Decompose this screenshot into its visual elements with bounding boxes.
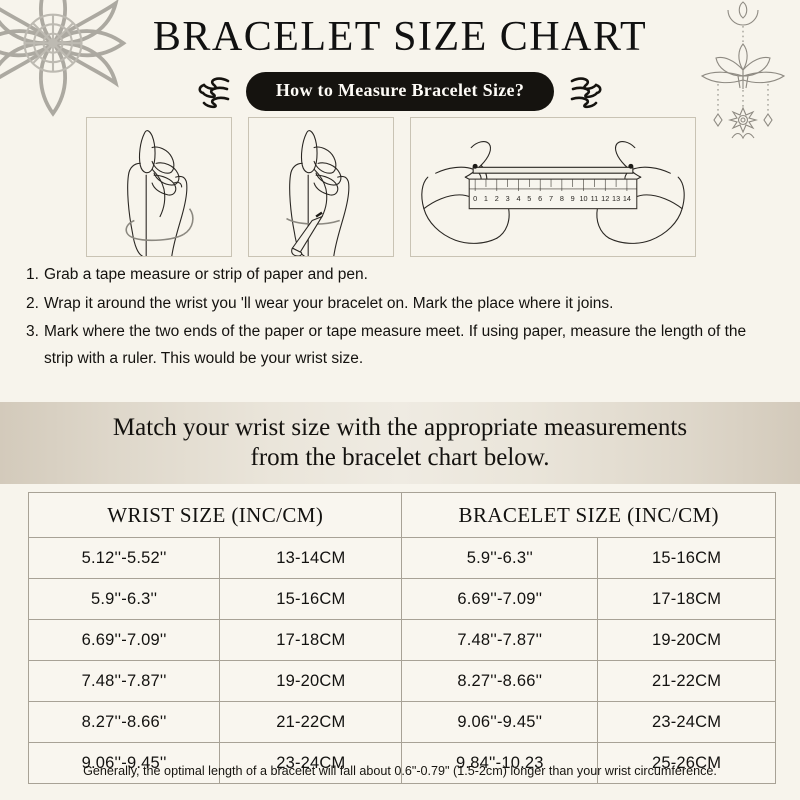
step-text: Grab a tape measure or strip of paper an… bbox=[43, 266, 368, 283]
table-cell-bracelet_cm: 25-26CM bbox=[597, 742, 776, 784]
badge-how-to-measure[interactable]: How to Measure Bracelet Size? bbox=[245, 72, 555, 111]
banner-line-1: Match your wrist size with the appropria… bbox=[112, 413, 688, 441]
page-title: BRACELET SIZE CHART bbox=[152, 14, 648, 60]
svg-text:13: 13 bbox=[612, 194, 620, 203]
lotus-mandala-ornament bbox=[700, 1, 786, 140]
svg-text:7: 7 bbox=[549, 194, 553, 203]
table-body: 5.12''-5.52'' 13-14CM 5.9''-6.3'' 15-16CM 5.… bbox=[27, 537, 776, 784]
banner-line-2: from the bracelet chart below. bbox=[250, 444, 550, 471]
table-cell-wrist_inch: 5.12''-5.52'' bbox=[27, 537, 221, 579]
table-row: 8.27''-8.66'' 21-22CM 9.06''-9.45'' 23-24CM bbox=[27, 701, 776, 743]
table-row: 9.06''-9.45'' 23-24CM 9.84''-10.23 25-26CM bbox=[27, 742, 776, 784]
table-row: 6.69''-7.09'' 17-18CM 7.48''-7.87'' 19-20CM bbox=[27, 619, 776, 661]
svg-text:12: 12 bbox=[601, 194, 609, 203]
table-cell-wrist_cm: 15-16CM bbox=[219, 578, 403, 620]
step-number: 3. bbox=[26, 323, 39, 341]
table-cell-wrist_cm: 17-18CM bbox=[219, 619, 403, 661]
instruction-steps: 1. Grab a tape measure or strip of paper… bbox=[26, 262, 778, 373]
step-text: Mark where the two ends of the paper or … bbox=[43, 323, 747, 367]
table-cell-bracelet_cm: 17-18CM bbox=[597, 578, 776, 620]
banner-text: Match your wrist size with the appropria… bbox=[87, 413, 713, 474]
table-cell-bracelet_cm: 23-24CM bbox=[597, 701, 776, 743]
table-cell-bracelet_cm: 21-22CM bbox=[597, 660, 776, 702]
table-cell-wrist_inch: 9.06''-9.45'' bbox=[27, 742, 221, 784]
size-table-wrapper: WRIST SIZE (INC/CM) BRACELET SIZE (INC/C… bbox=[27, 492, 776, 784]
table-cell-bracelet_inch: 5.9''-6.3'' bbox=[401, 537, 599, 579]
svg-text:0: 0 bbox=[473, 194, 477, 203]
list-item: 3. Mark where the two ends of the paper … bbox=[26, 319, 778, 372]
table-cell-wrist_cm: 13-14CM bbox=[219, 537, 403, 579]
svg-text:14: 14 bbox=[623, 194, 631, 203]
table-cell-wrist_inch: 8.27''-8.66'' bbox=[27, 701, 221, 743]
ruler-ticks bbox=[474, 179, 628, 191]
table-cell-wrist_inch: 7.48''-7.87'' bbox=[27, 660, 221, 702]
svg-text:8: 8 bbox=[560, 194, 564, 203]
step-number: 2. bbox=[26, 294, 39, 312]
hand-with-tape-measure-illustration bbox=[86, 117, 232, 257]
squiggle-flourish-icon bbox=[198, 76, 230, 108]
table-cell-wrist_cm: 19-20CM bbox=[219, 660, 403, 702]
column-header-wrist-size: WRIST SIZE (INC/CM) bbox=[27, 492, 403, 538]
table-cell-bracelet_inch: 8.27''-8.66'' bbox=[401, 660, 599, 702]
step-number: 1. bbox=[26, 266, 39, 283]
hand-marking-tape-with-pen-illustration bbox=[248, 117, 394, 257]
list-item: 1. Grab a tape measure or strip of paper… bbox=[26, 262, 778, 289]
table-row: 7.48''-7.87'' 19-20CM 8.27''-8.66'' 21-22CM bbox=[27, 660, 776, 702]
squiggle-flourish-icon bbox=[570, 76, 602, 108]
table-cell-bracelet_inch: 9.06''-9.45'' bbox=[401, 701, 599, 743]
svg-text:4: 4 bbox=[516, 194, 520, 203]
step-text: Wrap it around the wrist you 'll wear yo… bbox=[43, 294, 614, 312]
table-cell-wrist_cm: 23-24CM bbox=[219, 742, 403, 784]
svg-text:11: 11 bbox=[591, 194, 599, 203]
match-size-banner: Match your wrist size with the appropria… bbox=[0, 402, 800, 484]
svg-text:10: 10 bbox=[580, 194, 588, 203]
list-item: 2. Wrap it around the wrist you 'll wear… bbox=[26, 291, 778, 318]
svg-text:1: 1 bbox=[484, 194, 488, 203]
table-cell-bracelet_inch: 9.84''-10.23 bbox=[401, 742, 599, 784]
svg-text:6: 6 bbox=[538, 194, 542, 203]
svg-text:5: 5 bbox=[527, 194, 531, 203]
table-cell-bracelet_cm: 19-20CM bbox=[597, 619, 776, 661]
column-header-bracelet-size: BRACELET SIZE (INC/CM) bbox=[401, 492, 776, 538]
svg-text:2: 2 bbox=[495, 194, 499, 203]
table-cell-wrist_inch: 6.69''-7.09'' bbox=[27, 619, 221, 661]
mandala-flower-ornament bbox=[0, 0, 127, 117]
table-cell-bracelet_cm: 15-16CM bbox=[597, 537, 776, 579]
table-cell-wrist_cm: 21-22CM bbox=[219, 701, 403, 743]
badge-row: How to Measure Bracelet Size? bbox=[0, 72, 800, 111]
table-header-row: WRIST SIZE (INC/CM) BRACELET SIZE (INC/C… bbox=[27, 492, 776, 538]
table-cell-wrist_inch: 5.9''-6.3'' bbox=[27, 578, 221, 620]
table-cell-bracelet_inch: 7.48''-7.87'' bbox=[401, 619, 599, 661]
svg-text:3: 3 bbox=[506, 194, 510, 203]
footer-note: Generally, the optimal length of a brace… bbox=[83, 764, 717, 778]
svg-text:9: 9 bbox=[571, 194, 575, 203]
table-row: 5.9''-6.3'' 15-16CM 6.69''-7.09'' 17-18CM bbox=[27, 578, 776, 620]
table-row: 5.12''-5.52'' 13-14CM 5.9''-6.3'' 15-16CM bbox=[27, 537, 776, 579]
bracelet-size-table: WRIST SIZE (INC/CM) BRACELET SIZE (INC/C… bbox=[27, 492, 776, 784]
table-cell-bracelet_inch: 6.69''-7.09'' bbox=[401, 578, 599, 620]
